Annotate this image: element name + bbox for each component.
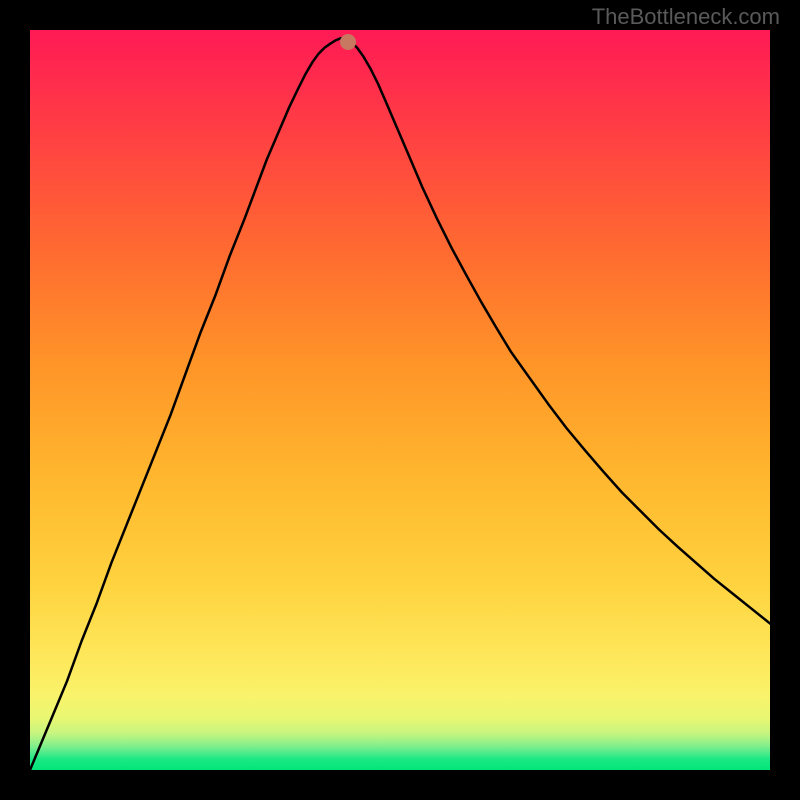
watermark-text: TheBottleneck.com	[592, 4, 780, 30]
curve-path	[30, 38, 770, 770]
bottleneck-curve	[30, 30, 770, 770]
chart-plot-area	[30, 30, 770, 770]
optimal-point-marker	[340, 34, 356, 50]
